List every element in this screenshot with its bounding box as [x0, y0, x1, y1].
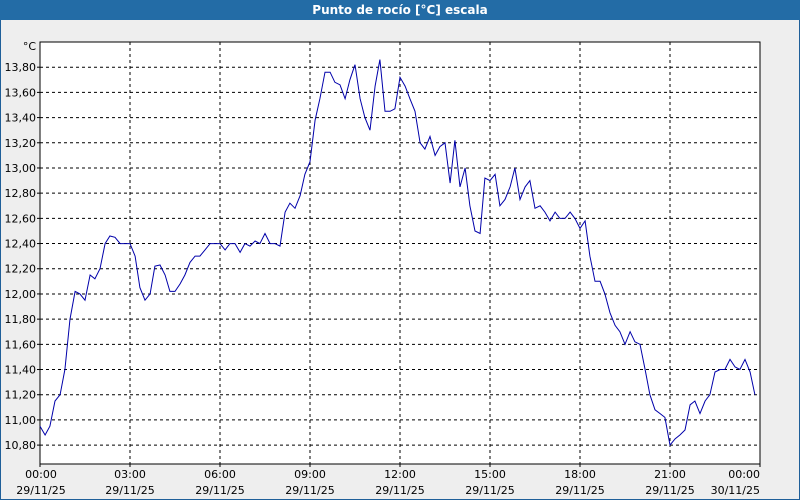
x-tick-time-label: 18:00: [564, 468, 596, 481]
y-tick-label: 11,00: [5, 414, 37, 427]
y-axis-ticks: 10,80 11,00 11,20 11,40 11,60 11,80 12,00 12,20…: [5, 61, 40, 452]
y-tick-label: 11,20: [5, 389, 37, 402]
series-line: [39, 59, 756, 447]
x-tick-time-label: 00:00: [728, 468, 760, 481]
y-tick-label: 11,80: [5, 313, 37, 326]
y-tick-label: 12,20: [5, 263, 37, 276]
y-axis-label: °C: [23, 40, 37, 53]
x-tick-date-label: 29/11/25: [555, 484, 604, 497]
y-tick-label: 13,00: [5, 162, 37, 175]
grid-lines: [40, 42, 760, 464]
chart-title: Punto de rocío [°C] escala: [0, 0, 800, 20]
y-tick-label: 13,20: [5, 137, 37, 150]
x-tick-time-label: 15:00: [474, 468, 506, 481]
x-tick-date-label: 29/11/25: [645, 484, 694, 497]
x-tick-time-label: 06:00: [204, 468, 236, 481]
x-tick-date-label: 29/11/25: [465, 484, 514, 497]
x-axis-ticks: 00:00 29/11/25 03:00 29/11/25 06:00 29/11/25 0…: [16, 464, 761, 497]
x-tick-date-label: 29/11/25: [285, 484, 334, 497]
y-tick-label: 12,00: [5, 288, 37, 301]
x-tick-date-label: 29/11/25: [16, 484, 65, 497]
x-tick-date-label: 30/11/25: [711, 484, 760, 497]
x-tick-time-label: 12:00: [384, 468, 416, 481]
x-tick-time-label: 03:00: [114, 468, 146, 481]
y-tick-label: 13,80: [5, 61, 37, 74]
x-tick-date-label: 29/11/25: [195, 484, 244, 497]
y-tick-label: 11,60: [5, 338, 37, 351]
y-tick-label: 10,80: [5, 439, 37, 452]
y-tick-label: 13,60: [5, 86, 37, 99]
y-tick-label: 12,80: [5, 187, 37, 200]
x-tick-time-label: 00:00: [25, 468, 57, 481]
y-tick-label: 13,40: [5, 112, 37, 125]
y-tick-label: 12,60: [5, 212, 37, 225]
x-tick-time-label: 21:00: [654, 468, 686, 481]
y-tick-label: 11,40: [5, 364, 37, 377]
x-tick-time-label: 09:00: [294, 468, 326, 481]
y-tick-label: 12,40: [5, 238, 37, 251]
x-tick-date-label: 29/11/25: [105, 484, 154, 497]
x-tick-date-label: 29/11/25: [375, 484, 424, 497]
